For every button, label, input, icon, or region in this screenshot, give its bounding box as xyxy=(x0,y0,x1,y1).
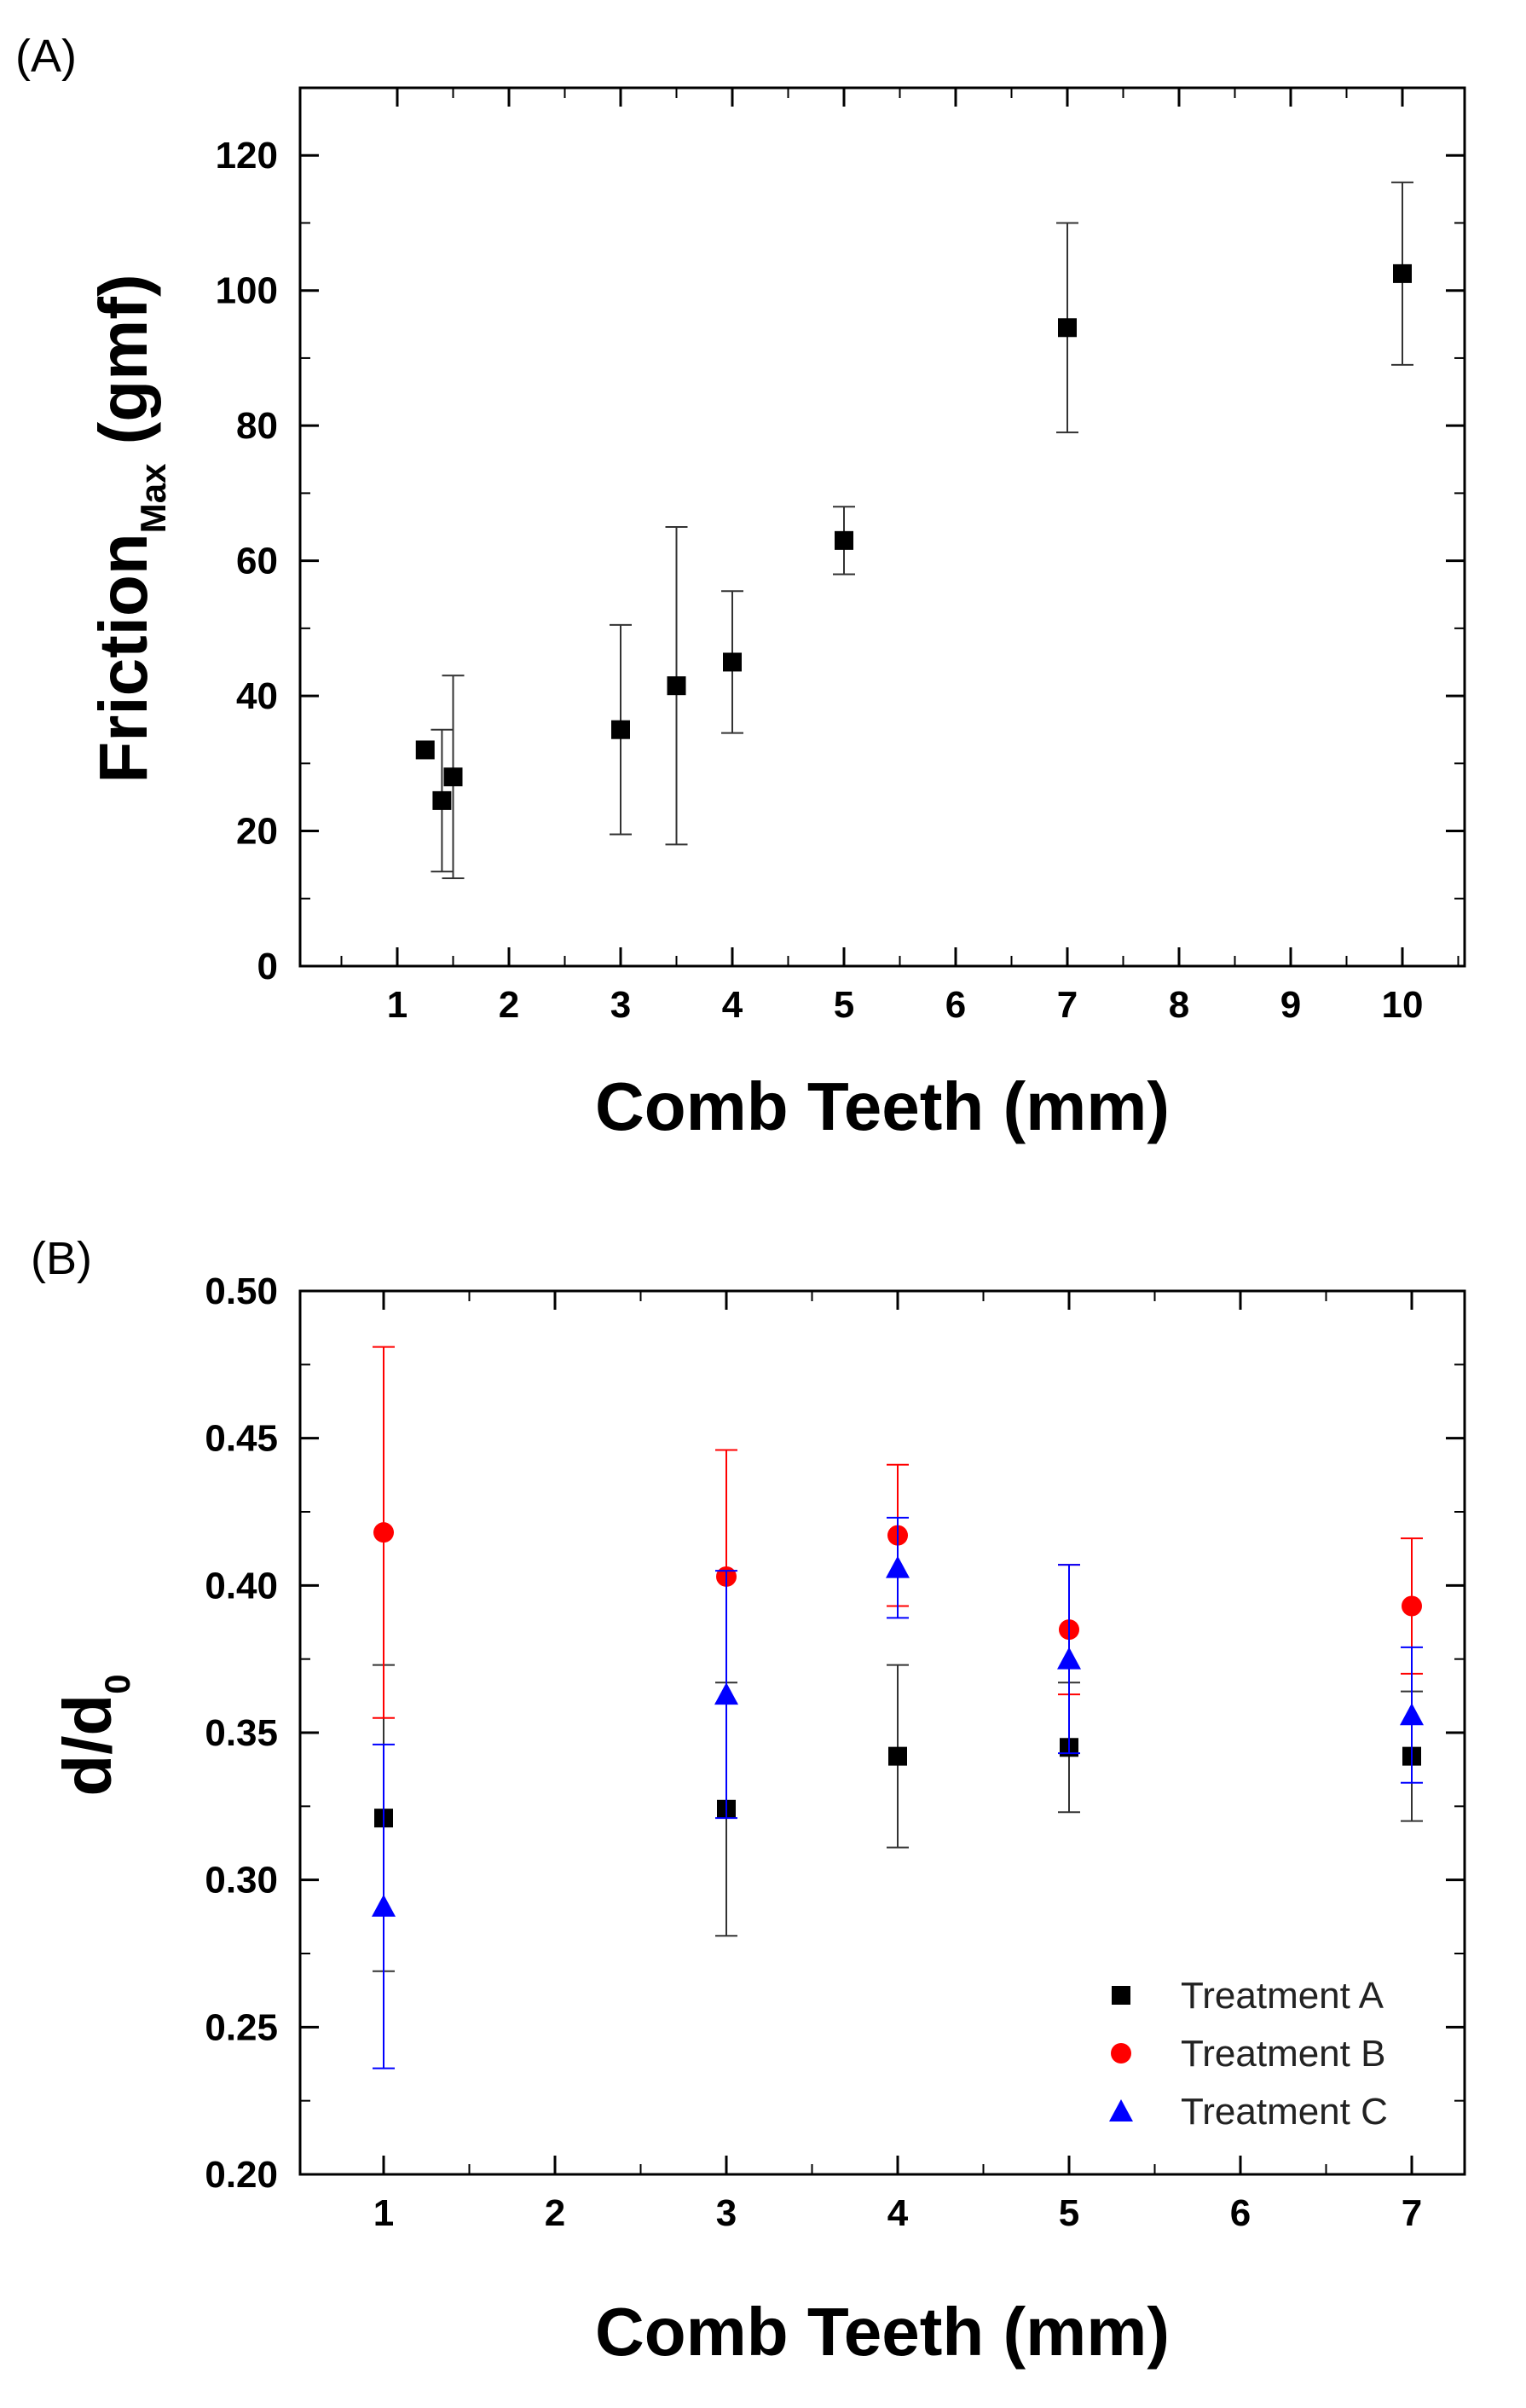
panel-a-x-tick-label-7: 8 xyxy=(1169,984,1189,1026)
panel-b-x-axis-title: Comb Teeth (mm) xyxy=(595,2294,1170,2370)
panel-a-x-tick-label-9: 10 xyxy=(1382,984,1424,1026)
panel-a-series-0-point-5 xyxy=(723,652,742,672)
panel-a-x-tick-label-5: 6 xyxy=(945,984,966,1026)
panel-b-label: (B) xyxy=(31,1233,92,1284)
panel-b-series-0-point-2 xyxy=(888,1746,907,1766)
panel-b-y-tick-label-2: 0.30 xyxy=(205,1860,278,1902)
panel-a-x-tick-label-1: 2 xyxy=(499,984,519,1026)
panel-b-chart: (B) 0.200.250.300.350.400.450.501 2 3 4 5 6 7 … xyxy=(31,1233,1466,2370)
panel-b-series-2-point-1 xyxy=(714,1682,738,1705)
panel-a-y-axis-title-main: Friction xyxy=(85,533,161,783)
panel-b-y-tick-label-5: 0.45 xyxy=(205,1418,278,1460)
panel-a-y-axis-title-unit: (gmf) xyxy=(85,274,161,463)
panel-b-y-axis-title-subscript: 0 xyxy=(97,1674,137,1693)
panel-a-y-axis-title-subscript: Max xyxy=(133,463,173,533)
panel-b-x-tick-label-1: 2 xyxy=(545,2192,565,2234)
panel-b-axes: 0.20 0.25 0.30 0.35 0.40 0.45 0.50 1 2 3 4 5 6 7 xyxy=(205,1271,1465,2234)
panel-a-series-0-point-0 xyxy=(415,740,435,760)
panel-a-x-tick-label-0: 1 xyxy=(387,984,408,1026)
panel-a-x-tick-label-8: 9 xyxy=(1280,984,1301,1026)
panel-a-y-tick-label-2: 40 xyxy=(236,675,278,717)
panel-b-y-tick-label-0: 0.20 xyxy=(205,2154,278,2196)
panel-a-series-0-point-1 xyxy=(432,790,452,810)
panel-a-y-tick-label-3: 60 xyxy=(236,541,278,582)
panel-b-series-1-point-4 xyxy=(1402,1595,1422,1617)
panel-b-y-axis-title: d/d0 xyxy=(49,1674,137,1796)
panel-b-x-tick-label-2: 3 xyxy=(716,2192,737,2234)
panel-a-series-0-point-8 xyxy=(1393,263,1412,283)
panel-b-x-tick-label-0: 1 xyxy=(373,2192,394,2234)
panel-a-y-tick-label-6: 120 xyxy=(216,135,278,177)
panel-b-legend-label-2: Treatment C xyxy=(1181,2091,1388,2133)
panel-b-y-axis-title-main: d/d xyxy=(49,1694,125,1797)
panel-a-y-tick-label-1: 20 xyxy=(236,811,278,853)
panel-a-y-tick-label-5: 100 xyxy=(216,270,278,312)
panel-b-legend-marker-0 xyxy=(1112,1986,1130,2005)
panel-b-series-0 xyxy=(373,1664,1423,1972)
panel-b-y-tick-label-3: 0.35 xyxy=(205,1712,278,1754)
panel-b-legend-label-1: Treatment B xyxy=(1181,2033,1385,2075)
panel-a-data-series xyxy=(415,181,1413,879)
panel-b-series-1-point-0 xyxy=(373,1522,394,1543)
panel-a-plot-frame xyxy=(298,86,1466,968)
panel-a-label: (A) xyxy=(15,31,77,82)
panel-b-series-2 xyxy=(372,1516,1424,2069)
panel-a-series-0-point-7 xyxy=(1058,318,1077,338)
panel-a-y-tick-label-4: 80 xyxy=(236,405,278,447)
panel-b-legend: Treatment A Treatment B Treatment C xyxy=(1109,1975,1388,2133)
panel-a-series-0 xyxy=(415,181,1413,879)
panel-a-y-tick-label-0: 0 xyxy=(257,946,278,987)
panel-a-series-0-point-3 xyxy=(611,720,630,739)
panel-a-x-tick-label-2: 3 xyxy=(610,984,631,1026)
panel-a-series-0-point-6 xyxy=(835,530,853,550)
panel-a-x-tick-label-6: 7 xyxy=(1057,984,1078,1026)
panel-b-legend-marker-1 xyxy=(1111,2043,1131,2064)
panel-b-x-tick-label-3: 4 xyxy=(887,2192,909,2234)
panel-b-x-tick-label-5: 6 xyxy=(1230,2192,1251,2234)
panel-a-series-0-point-2 xyxy=(443,767,463,787)
panel-b-x-tick-label-4: 5 xyxy=(1059,2192,1079,2234)
panel-a-chart: (A) 0 20 40 60 80 100 120 1 2 3 4 5 6 7 8 9 10 Comb Teet… xyxy=(15,31,1466,1144)
panel-b-series-2-point-2 xyxy=(886,1555,910,1578)
panel-b-series-2-point-4 xyxy=(1400,1703,1424,1726)
panel-a-axes: 0 20 40 60 80 100 120 1 2 3 4 5 6 7 8 9 10 xyxy=(216,88,1465,1026)
panel-b-legend-label-0: Treatment A xyxy=(1181,1975,1384,2017)
panel-b-data-series xyxy=(372,1346,1424,2069)
panel-b-series-2-point-0 xyxy=(372,1894,396,1917)
panel-a-series-0-point-4 xyxy=(667,676,686,696)
panel-a-x-tick-label-3: 4 xyxy=(722,984,743,1026)
panel-b-x-tick-label-6: 7 xyxy=(1402,2192,1422,2234)
panel-a-x-axis-title: Comb Teeth (mm) xyxy=(595,1068,1170,1144)
panel-a-x-tick-label-4: 5 xyxy=(834,984,854,1026)
panel-b-y-tick-label-1: 0.25 xyxy=(205,2006,278,2048)
panel-b-legend-marker-2 xyxy=(1109,2099,1133,2121)
panel-b-y-tick-label-6: 0.50 xyxy=(205,1271,278,1312)
panel-a-y-axis-title: FrictionMax (gmf) xyxy=(85,274,173,783)
panel-b-y-tick-label-4: 0.40 xyxy=(205,1565,278,1606)
panel-b-series-2-point-3 xyxy=(1057,1647,1081,1670)
